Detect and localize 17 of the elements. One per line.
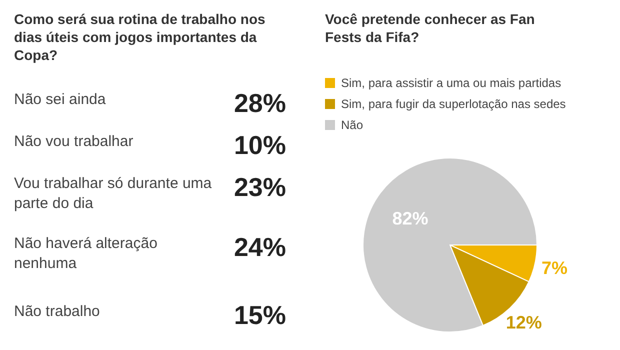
data-label: 15%: [234, 300, 286, 331]
category-label: Vou trabalhar só durante uma parte do dia: [14, 174, 213, 214]
data-label: 24%: [234, 232, 286, 263]
data-label: 7%: [541, 258, 568, 278]
legend-label: Sim, para assistir a uma ou mais partidas: [341, 76, 562, 90]
data-label: 23%: [234, 172, 286, 203]
legend-label: Sim, para fugir da superlotação nas sedes: [341, 96, 566, 110]
text: Como será sua rotina de trabalho nos dias úteis com jogos importantes da Copa?: [14, 10, 266, 64]
category-label: Não vou trabalhar: [14, 132, 134, 152]
data-label: 28%: [234, 88, 286, 119]
category-label: Não haverá alteração nenhuma: [14, 234, 158, 274]
category-label: Não sei ainda: [14, 90, 107, 110]
legend-label: Não: [341, 118, 364, 132]
data-label: 10%: [234, 130, 286, 161]
category-label: Não trabalho: [14, 302, 101, 322]
chart-title: Você pretende conhecer as Fan Fests da Fifa?: [325, 10, 536, 46]
data-label: 12%: [506, 312, 542, 332]
